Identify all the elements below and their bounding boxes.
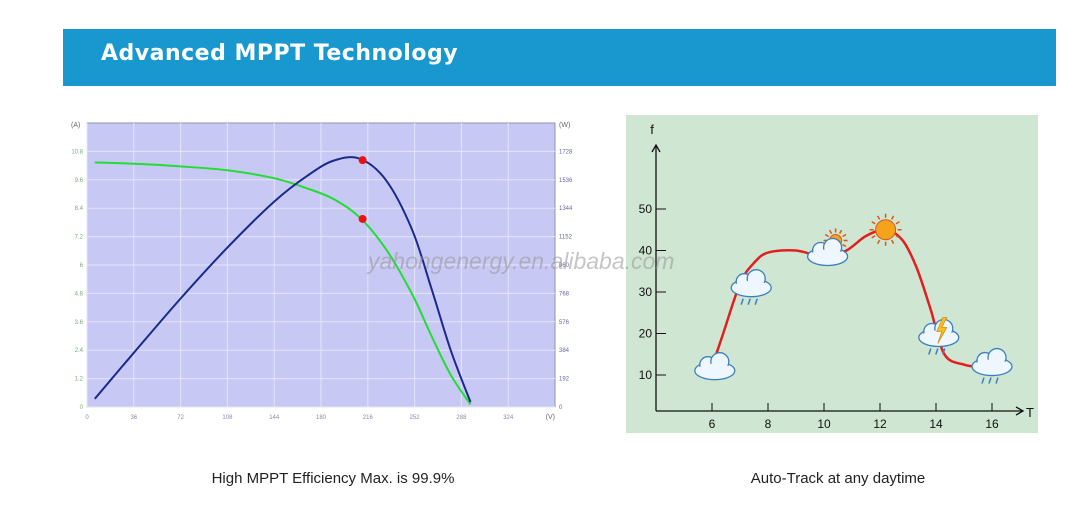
y-right-tick-label: 192 — [559, 377, 570, 383]
sun-ray — [871, 235, 876, 239]
y-tick-label: 20 — [639, 327, 653, 341]
x-tick-label: 216 — [363, 415, 374, 421]
rain-drop — [942, 348, 946, 355]
x-tick-label: 6 — [709, 417, 716, 431]
x-tick-label: 10 — [817, 417, 831, 431]
y-right-tick-label: 0 — [559, 405, 563, 411]
y-right-tick-label: 768 — [559, 291, 570, 297]
sun-ray — [890, 239, 895, 244]
sun-ray — [842, 243, 847, 248]
x-tick-label: 252 — [410, 415, 421, 421]
rain-drop — [935, 348, 939, 355]
x-tick-label: 0 — [85, 415, 89, 421]
rain-drop — [995, 377, 999, 384]
sun-disc — [875, 219, 897, 241]
auto-track-chart-svg: f T 6 8 10 12 14 16 10 20 30 40 50 — [639, 122, 1034, 431]
y-left-tick-label: 3.6 — [75, 320, 84, 326]
y-left-tick-label: 1.2 — [75, 377, 84, 383]
y-right-tick-label: 384 — [559, 348, 570, 354]
rain-drop — [747, 298, 751, 305]
y-axis-arrow — [651, 143, 661, 153]
y-left-tick-label: 4.8 — [75, 291, 84, 297]
y-left-tick-label: 0 — [80, 405, 84, 411]
cloud-fill — [975, 359, 1009, 372]
y-left-tick-label: 6 — [80, 263, 84, 269]
y-left-tick-label: 2.4 — [75, 348, 84, 354]
caption-mppt-efficiency: High MPPT Efficiency Max. is 99.9% — [211, 470, 455, 487]
y-left-tick-label: 10.8 — [71, 149, 83, 155]
mppt-point-marker — [358, 156, 367, 165]
sun-cloud-icon — [806, 228, 849, 267]
y-left-tick-label: 9.6 — [75, 178, 84, 184]
x-tick-label: 288 — [456, 415, 467, 421]
caption-auto-track: Auto-Track at any daytime — [750, 470, 926, 487]
mppt-iv-chart: 0 36 72 108 144 180 216 252 288 324 0 0 1.2 192 2.4 384… — [63, 115, 583, 433]
y-tick-label: 40 — [639, 244, 653, 258]
rain-drop — [988, 377, 992, 384]
y-right-tick-label: 1152 — [559, 235, 573, 241]
x-tick-label: 12 — [873, 417, 887, 431]
y-tick-label: 10 — [639, 368, 653, 382]
cloud-fill — [921, 330, 956, 343]
cloud-fill — [734, 280, 769, 293]
rain-cloud-icon — [971, 347, 1013, 384]
thunder-rain-icon — [918, 317, 960, 355]
y-tick-label: 50 — [639, 202, 653, 216]
y-axis-label: f — [650, 122, 654, 137]
sun-icon — [869, 213, 902, 246]
sun-ray — [842, 233, 847, 238]
y-tick-label: 30 — [639, 285, 653, 299]
x-tick-label: 324 — [503, 415, 514, 421]
x-axis-label: T — [1026, 405, 1034, 420]
watermark: yahongenergy.en.alibaba.com — [368, 248, 675, 274]
x-tick-label: 14 — [929, 417, 943, 431]
cloud-icon — [694, 352, 736, 381]
header-banner: Advanced MPPT Technology — [63, 29, 1056, 86]
sun-ray — [876, 215, 881, 220]
current-curve — [94, 161, 472, 405]
rain-drop — [981, 377, 985, 384]
y-right-tick-label: 1344 — [559, 206, 573, 212]
y-right-tick-label: 1536 — [559, 178, 573, 184]
sun-ray — [890, 215, 895, 220]
x-tick-label: 16 — [985, 417, 999, 431]
rain-drop — [928, 348, 932, 355]
sun-ray — [871, 221, 876, 225]
cloud-fill — [810, 249, 845, 262]
x-tick-label: 72 — [177, 415, 184, 421]
x-tick-label: 36 — [130, 415, 137, 421]
mppt-point-marker — [358, 214, 367, 223]
lightning-bolt — [936, 317, 948, 344]
sun-ray — [824, 233, 830, 238]
x-axis-label: (V) — [546, 414, 555, 421]
page-title: Advanced MPPT Technology — [101, 41, 459, 66]
y-left-tick-label: 7.2 — [75, 235, 84, 241]
cloud-fill — [697, 363, 732, 376]
rain-cloud-icon — [730, 269, 772, 305]
sun-ray — [895, 235, 900, 239]
x-tick-label: 108 — [222, 415, 233, 421]
y-right-tick-label: 960 — [559, 263, 570, 269]
x-tick-label: 144 — [269, 415, 280, 421]
sun-ray — [876, 239, 881, 244]
y-right-tick-label: 1728 — [559, 149, 573, 155]
x-tick-label: 180 — [316, 415, 327, 421]
rain-drop — [740, 298, 744, 305]
sun-ray — [838, 229, 843, 234]
y-left-axis-label: (A) — [71, 122, 80, 129]
rain-drop — [754, 298, 758, 305]
sun-ray — [895, 221, 900, 225]
y-right-axis-label: (W) — [559, 122, 570, 129]
sun-ray — [828, 229, 833, 234]
x-tick-label: 8 — [765, 417, 772, 431]
y-right-tick-label: 576 — [559, 320, 570, 326]
x-axis-arrow — [1015, 406, 1025, 416]
y-left-tick-label: 8.4 — [75, 206, 84, 212]
power-curve — [94, 156, 472, 403]
auto-track-chart: f T 6 8 10 12 14 16 10 20 30 40 50 — [626, 115, 1038, 433]
